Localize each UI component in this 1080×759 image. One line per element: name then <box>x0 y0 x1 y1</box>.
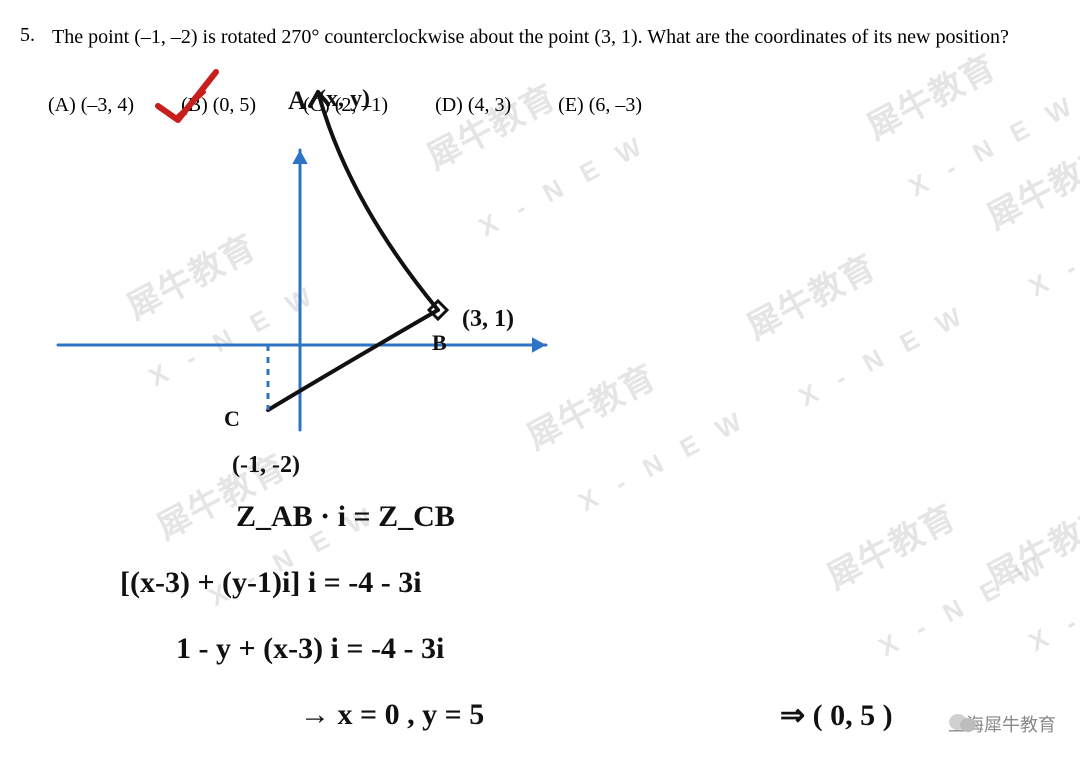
checkmark-slash <box>176 92 204 118</box>
x-axis-arrow <box>532 337 546 352</box>
drawing-overlay <box>0 0 1080 759</box>
work-line-2: 1 - y + (x-3) i = -4 - 3i <box>176 632 444 666</box>
work-line-0: Z_AB · i = Z_CB <box>236 500 455 534</box>
checkmark-icon <box>158 72 216 120</box>
segment-BC <box>268 310 438 410</box>
footer-signature: 上海犀牛教育 <box>948 711 1056 737</box>
segment-AB <box>318 92 438 310</box>
hand-label-C: C <box>224 406 240 432</box>
work-line-3: → x = 0 , y = 5 <box>300 698 484 732</box>
hand-label-xy: (x, y) <box>318 86 370 113</box>
wechat-icon <box>948 711 978 735</box>
y-axis-arrow <box>292 150 307 164</box>
hand-label-A: A <box>288 86 307 116</box>
work-line-4: ⇒ ( 0, 5 ) <box>780 698 893 733</box>
hand-label-B: B <box>432 330 447 356</box>
work-line-1: [(x-3) + (y-1)i] i = -4 - 3i <box>120 566 422 600</box>
hand-label-pt31: (3, 1) <box>462 306 514 333</box>
hand-label-ptneg: (-1, -2) <box>232 452 300 479</box>
